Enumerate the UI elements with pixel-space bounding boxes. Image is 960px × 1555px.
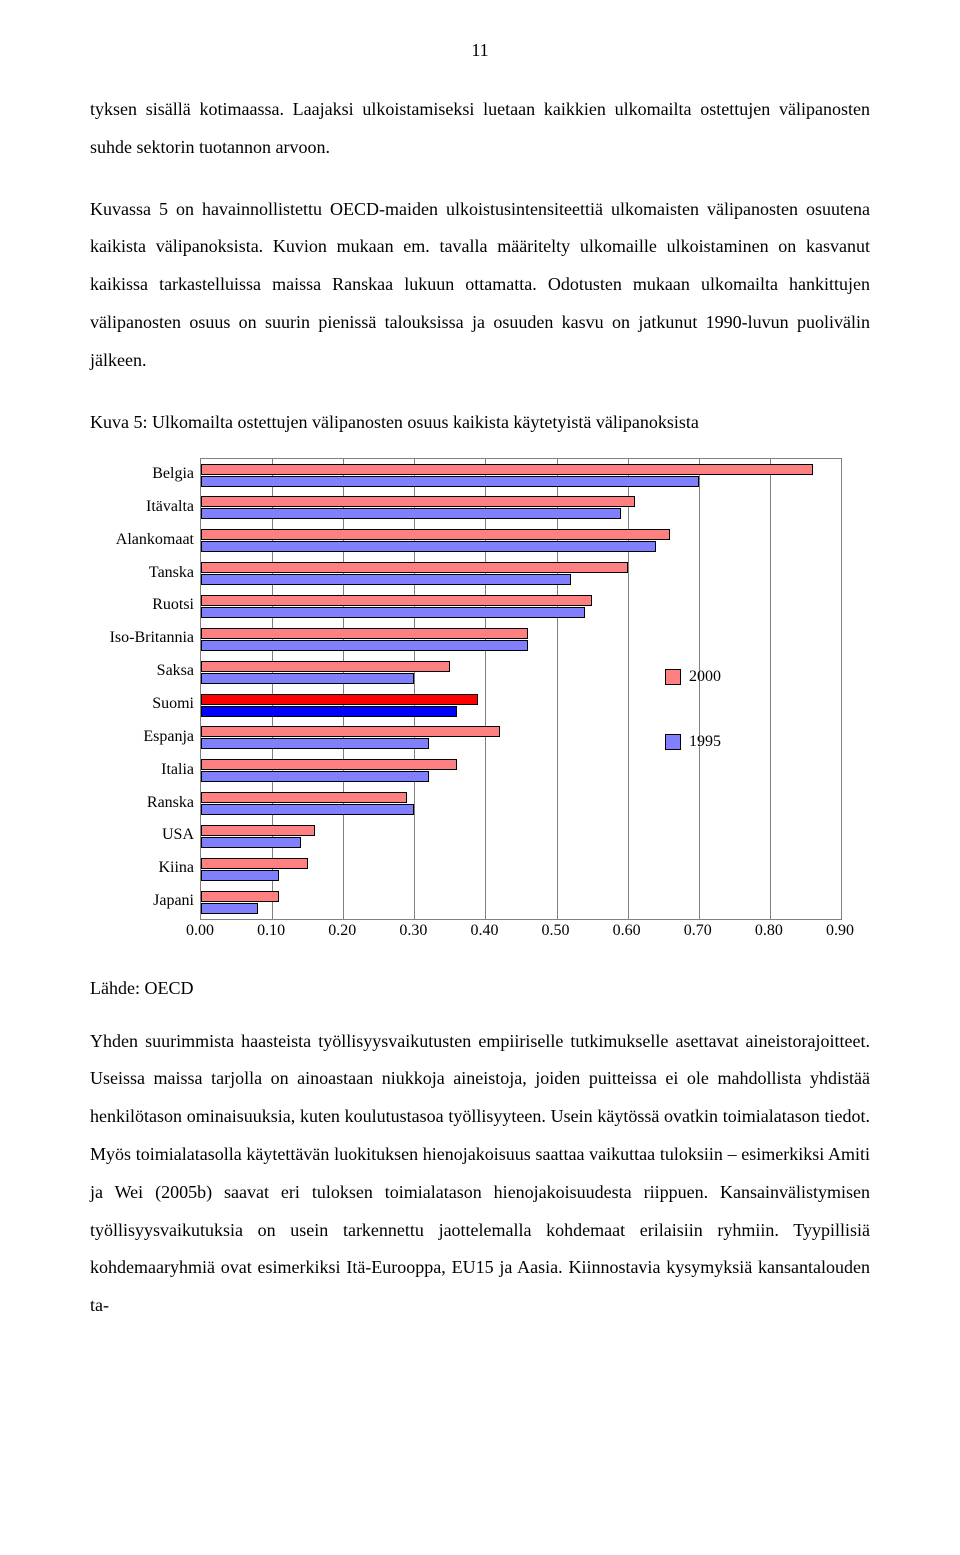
bar-2000: [201, 825, 315, 836]
bar-2000: [201, 464, 813, 475]
y-axis-label: Alankomaat: [90, 531, 194, 549]
legend-label: 2000: [689, 668, 721, 686]
bar-2000: [201, 661, 450, 672]
bar-2000: [201, 595, 592, 606]
x-axis-label: 0.80: [755, 922, 783, 940]
x-axis-label: 0.50: [542, 922, 570, 940]
x-axis-label: 0.40: [470, 922, 498, 940]
bar-2000: [201, 562, 628, 573]
page-number: 11: [90, 40, 870, 61]
bar-2000: [201, 792, 407, 803]
bar-1995: [201, 804, 414, 815]
bar-1995: [201, 771, 429, 782]
legend-item: 2000: [665, 668, 765, 686]
x-axis-label: 0.30: [399, 922, 427, 940]
bar-2000: [201, 496, 635, 507]
legend-swatch-icon: [665, 734, 681, 750]
y-axis-label: Suomi: [90, 695, 194, 713]
legend-item: 1995: [665, 733, 765, 751]
x-axis-label: 0.70: [684, 922, 712, 940]
bar-2000: [201, 726, 500, 737]
bar-chart: Belgia Itävalta Alankomaat Tanska Ruotsi Iso-…: [90, 458, 860, 958]
x-axis-label: 0.10: [257, 922, 285, 940]
y-axis-label: Kiina: [90, 859, 194, 877]
bar-2000: [201, 529, 670, 540]
bar-1995: [201, 673, 414, 684]
y-axis-label: Iso-Britannia: [90, 629, 194, 647]
bar-1995: [201, 903, 258, 914]
bar-2000: [201, 858, 308, 869]
bar-2000: [201, 759, 457, 770]
y-axis-label: Italia: [90, 761, 194, 779]
bar-2000: [201, 891, 279, 902]
y-axis-label: Belgia: [90, 465, 194, 483]
paragraph-3: Yhden suurimmista haasteista työllisyysv…: [90, 1023, 870, 1325]
x-axis-label: 0.20: [328, 922, 356, 940]
x-axis-label: 0.60: [613, 922, 641, 940]
bar-1995: [201, 541, 656, 552]
bar-1995: [201, 706, 457, 717]
y-axis-label: USA: [90, 826, 194, 844]
legend-swatch-icon: [665, 669, 681, 685]
y-axis-label: Ruotsi: [90, 596, 194, 614]
chart-source: Lähde: OECD: [90, 978, 870, 999]
bar-2000: [201, 628, 528, 639]
bar-2000: [201, 694, 478, 705]
chart-title: Kuva 5: Ulkomailta ostettujen välipanost…: [90, 404, 870, 440]
y-axis-label: Espanja: [90, 728, 194, 746]
y-axis-label: Ranska: [90, 794, 194, 812]
x-axis-label: 0.90: [826, 922, 854, 940]
bar-1995: [201, 607, 585, 618]
y-axis-label: Itävalta: [90, 498, 194, 516]
bar-1995: [201, 738, 429, 749]
bar-1995: [201, 476, 699, 487]
x-axis-label: 0.00: [186, 922, 214, 940]
paragraph-1: tyksen sisällä kotimaassa. Laajaksi ulko…: [90, 91, 870, 167]
legend-label: 1995: [689, 733, 721, 751]
bar-1995: [201, 508, 621, 519]
bar-1995: [201, 574, 571, 585]
bar-1995: [201, 870, 279, 881]
y-axis-label: Saksa: [90, 662, 194, 680]
paragraph-2: Kuvassa 5 on havainnollistettu OECD-maid…: [90, 191, 870, 380]
y-axis-label: Tanska: [90, 564, 194, 582]
bar-1995: [201, 640, 528, 651]
bar-1995: [201, 837, 301, 848]
y-axis-label: Japani: [90, 892, 194, 910]
